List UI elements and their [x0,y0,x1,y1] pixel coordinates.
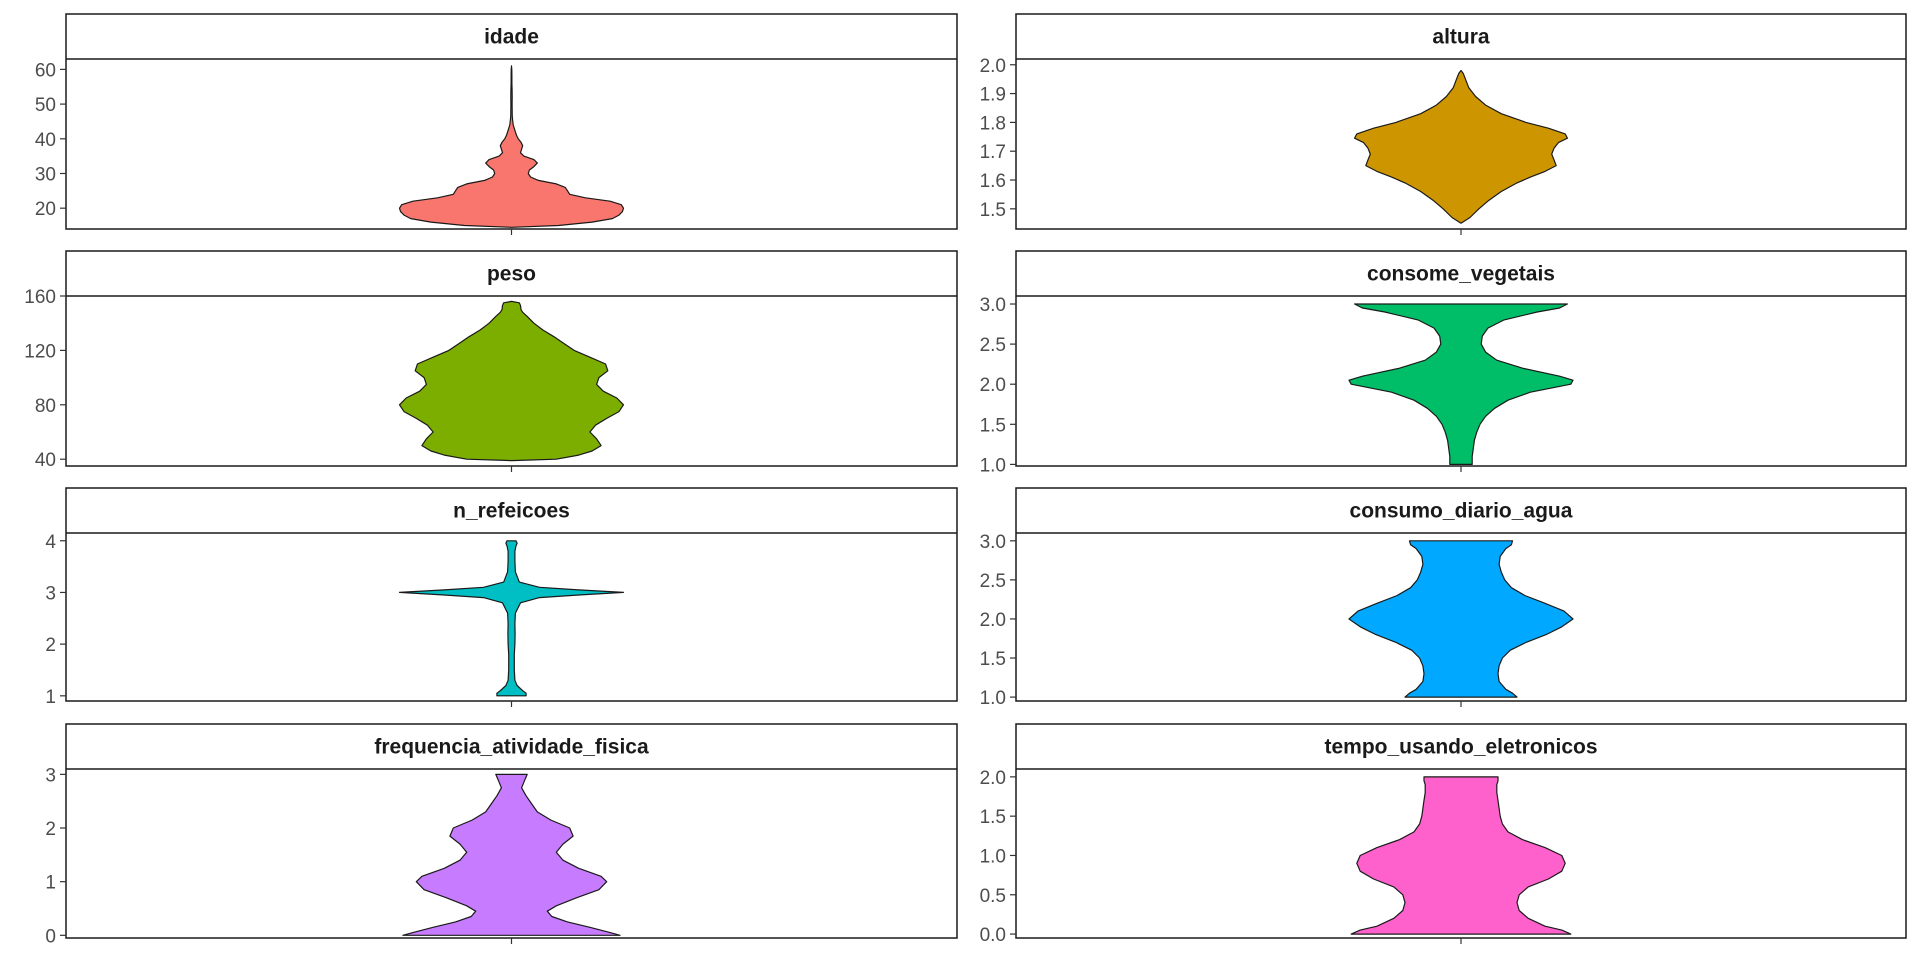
y-tick-label: 0.0 [980,925,1006,946]
violin-shape [1348,303,1574,465]
violin-shape [398,540,625,697]
y-tick-label: 3 [45,765,56,786]
facet-title: peso [487,263,536,286]
y-tick-label: 2.0 [980,375,1006,396]
y-tick-label: 60 [35,60,56,81]
y-tick-label: 1.5 [980,807,1006,828]
y-tick-label: 3 [45,583,56,604]
y-tick-label: 2.0 [980,56,1006,77]
facet-panel: idade 20 30 40 50 60 [35,13,958,235]
y-tick-label: 160 [24,287,56,308]
facet-panel: peso 40 80 120 160 [24,250,958,472]
y-tick-label: 40 [35,130,56,151]
y-tick-label: 1.5 [980,649,1006,670]
y-tick-label: 1.6 [980,171,1006,192]
y-tick-label: 0.5 [980,886,1006,907]
violin-shape [402,773,621,936]
y-tick-label: 2 [45,819,56,840]
y-tick-label: 80 [35,396,56,417]
y-tick-label: 1.7 [980,142,1006,163]
y-tick-label: 4 [45,532,56,553]
facet-panel: n_refeicoes 1 2 3 4 [45,487,958,708]
y-tick-label: 2 [45,635,56,656]
y-tick-label: 50 [35,95,56,116]
facet-panel: altura 1.5 1.6 1.7 1.8 1.9 2.0 [980,13,1907,235]
y-tick-label: 1.0 [980,455,1006,476]
y-tick-label: 1 [45,687,56,708]
violin-shape [1350,776,1572,935]
y-tick-label: 40 [35,450,56,471]
facet-title: consumo_diario_agua [1350,500,1573,523]
y-tick-label: 2.5 [980,571,1006,592]
facet-title: idade [484,26,539,49]
violin-shape [398,300,625,462]
facet-title: n_refeicoes [453,500,570,523]
y-tick-label: 20 [35,199,56,220]
facet-title: altura [1432,26,1490,49]
y-tick-label: 30 [35,164,56,185]
violin-shape [398,65,625,228]
facet-panel: frequencia_atividade_fisica 0 1 2 3 [45,723,958,947]
y-tick-label: 1.9 [980,85,1006,106]
facet-title: consome_vegetais [1367,263,1555,286]
y-tick-label: 1.0 [980,688,1006,709]
violin-shape [1354,69,1568,224]
y-tick-label: 3.0 [980,295,1006,316]
y-tick-label: 1.0 [980,846,1006,867]
violin-shape [1348,540,1574,698]
facet-panel: consumo_diario_agua 1.0 1.5 2.0 2.5 3.0 [980,487,1907,709]
facet-panel: consome_vegetais 1.0 1.5 2.0 2.5 3.0 [980,250,1907,476]
y-tick-label: 2.0 [980,610,1006,631]
y-tick-label: 0 [45,926,56,947]
y-tick-label: 2.5 [980,335,1006,356]
y-tick-label: 3.0 [980,532,1006,553]
y-tick-label: 1 [45,873,56,894]
facet-title: tempo_usando_eletronicos [1324,736,1597,759]
y-tick-label: 120 [24,341,56,362]
y-tick-label: 1.5 [980,415,1006,436]
facet-title: frequencia_atividade_fisica [374,736,649,759]
y-tick-label: 2.0 [980,768,1006,789]
facet-panel: tempo_usando_eletronicos 0.0 0.5 1.0 1.5 2.0 [980,723,1907,946]
y-tick-label: 1.8 [980,113,1006,134]
y-tick-label: 1.5 [980,200,1006,221]
